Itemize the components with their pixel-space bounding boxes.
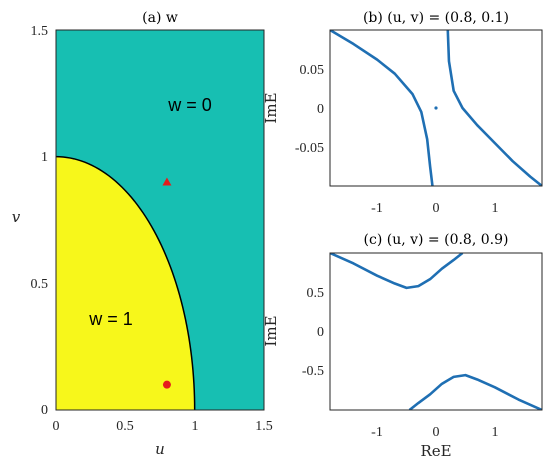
- spectrum-branch-2: [408, 373, 542, 410]
- panel-c-title: (c) (u, v) = (0.8, 0.9): [364, 232, 509, 248]
- b-xtick: -1: [371, 201, 383, 216]
- b-xtick: 1: [492, 201, 499, 216]
- c-ytick: -0.5: [302, 364, 324, 379]
- c-xlabel: ReE: [420, 442, 451, 460]
- isolated-point: [434, 106, 438, 110]
- panel-a-title: (a) w: [142, 10, 178, 26]
- a-ylabel: v: [12, 208, 21, 226]
- a-ytick: 0.5: [31, 277, 49, 292]
- c-xtick: 0: [433, 425, 440, 440]
- c-ytick: 0: [317, 325, 324, 340]
- w1-region: [56, 156, 195, 410]
- b-ytick: -0.05: [295, 141, 324, 156]
- c-xtick: 1: [492, 425, 499, 440]
- a-ytick: 1: [41, 150, 48, 165]
- a-xtick: 1: [192, 419, 199, 434]
- a-xlabel: u: [155, 440, 165, 458]
- w1-label: w = 1: [88, 309, 133, 329]
- spectrum-branch-1: [330, 253, 464, 290]
- panel-c: (c) (u, v) = (0.8, 0.9) 0.5 0 -0.5 -1 0 …: [262, 232, 543, 460]
- panel-a: (a) w w = 0 w = 1 0 0.5 1 1.5 0 0.5 1 1.…: [12, 10, 273, 458]
- a-xtick: 0: [53, 419, 60, 434]
- circle-marker: [162, 380, 171, 389]
- spectrum-branch-2: [446, 30, 542, 186]
- panel-a-frame: [55, 29, 265, 411]
- panel-c-frame: [329, 252, 543, 411]
- b-xtick: 0: [433, 201, 440, 216]
- panel-b-frame: [329, 29, 543, 187]
- b-ytick: 0.05: [300, 63, 325, 78]
- c-ylabel: ImE: [262, 315, 280, 346]
- region-boundary: [55, 155, 196, 411]
- c-xtick: -1: [371, 425, 383, 440]
- a-ytick: 0: [41, 403, 48, 418]
- b-ylabel: ImE: [262, 92, 280, 123]
- panel-b-title: (b) (u, v) = (0.8, 0.1): [363, 10, 509, 26]
- a-xtick: 0.5: [116, 419, 134, 434]
- c-ytick: 0.5: [307, 286, 325, 301]
- triangle-marker: [162, 177, 172, 186]
- w0-label: w = 0: [167, 95, 212, 115]
- a-ytick: 1.5: [31, 24, 49, 39]
- spectrum-branch-1: [330, 30, 434, 186]
- panel-b: (b) (u, v) = (0.8, 0.1) 0.05 0 -0.05 -1 …: [262, 10, 543, 216]
- b-ytick: 0: [317, 102, 324, 117]
- a-xtick: 1.5: [255, 419, 273, 434]
